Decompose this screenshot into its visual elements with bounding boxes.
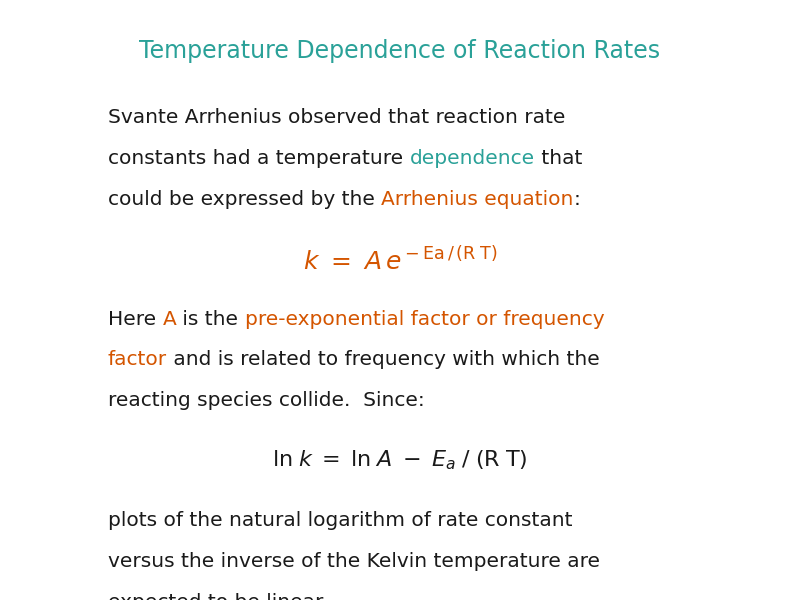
Text: versus the inverse of the Kelvin temperature are: versus the inverse of the Kelvin tempera…: [108, 552, 600, 571]
Text: pre-exponential factor or frequency: pre-exponential factor or frequency: [245, 310, 604, 329]
Text: that: that: [534, 149, 582, 168]
Text: Arrhenius equation: Arrhenius equation: [382, 190, 574, 209]
Text: expected to be linear: expected to be linear: [108, 593, 323, 600]
Text: and is related to frequency with which the: and is related to frequency with which t…: [167, 350, 600, 370]
Text: $k \ = \ A \, e^{\, \mathsf{- \, Ea \, / \, (R \; T)}}$: $k \ = \ A \, e^{\, \mathsf{- \, Ea \, /…: [302, 247, 498, 275]
Text: $\mathsf{ln} \; k \; = \; \mathsf{ln} \; A \; - \; E_a \; / \; \mathsf{(R \; T)}: $\mathsf{ln} \; k \; = \; \mathsf{ln} \;…: [272, 448, 528, 472]
Text: Here: Here: [108, 310, 162, 329]
Text: Svante Arrhenius observed that reaction rate: Svante Arrhenius observed that reaction …: [108, 108, 566, 127]
Text: reacting species collide.  Since:: reacting species collide. Since:: [108, 391, 425, 410]
Text: :: :: [574, 190, 581, 209]
Text: plots of the natural logarithm of rate constant: plots of the natural logarithm of rate c…: [108, 511, 573, 530]
Text: dependence: dependence: [410, 149, 534, 168]
Text: constants had a temperature: constants had a temperature: [108, 149, 410, 168]
Text: A: A: [162, 310, 176, 329]
Text: Temperature Dependence of Reaction Rates: Temperature Dependence of Reaction Rates: [139, 39, 661, 63]
Text: is the: is the: [176, 310, 245, 329]
Text: could be expressed by the: could be expressed by the: [108, 190, 382, 209]
Text: factor: factor: [108, 350, 167, 370]
